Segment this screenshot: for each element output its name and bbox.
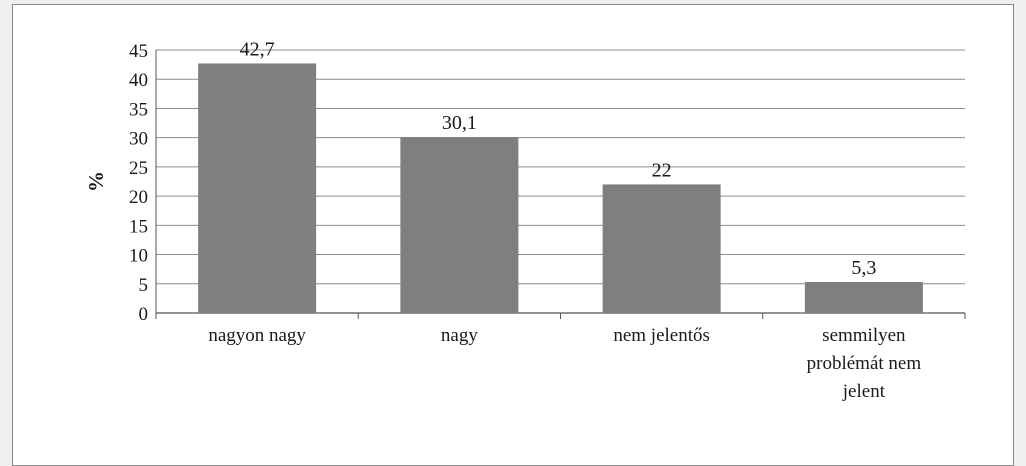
bar-chart: 0 5 10 15 20 25 30 35 40 45% 42,7 nagyon nagy 30,1 na… — [84, 38, 966, 402]
chart-frame: 0 5 10 15 20 25 30 35 40 45% 42,7 nagyon nagy 30,1 na… — [12, 4, 1014, 466]
bar — [602, 184, 721, 313]
x-tick-label-line: semmilyen — [822, 325, 906, 346]
bar — [400, 137, 519, 313]
y-tick-label: 20 — [129, 187, 148, 208]
y-tick-label: 15 — [129, 216, 148, 237]
data-label: 5,3 — [851, 257, 876, 279]
x-tick-label: nagy — [441, 325, 478, 346]
x-tick-label: nagyon nagy — [208, 325, 306, 346]
y-tick-label: 5 — [139, 275, 149, 296]
data-label: 30,1 — [442, 112, 477, 134]
x-tick-label-line: nagyon nagy — [208, 325, 306, 346]
bar — [198, 63, 317, 313]
x-tick-label-line: jelent — [842, 381, 886, 402]
y-tick-label: 35 — [129, 99, 148, 120]
data-label: 42,7 — [240, 38, 275, 60]
x-tick-label: semmilyen problémát nem jelent — [807, 325, 922, 402]
data-label: 22 — [652, 159, 672, 181]
bar — [804, 282, 923, 313]
y-tick-label: 40 — [129, 70, 148, 91]
x-tick-label-line: nem jelentős — [613, 325, 710, 346]
x-tick-label: nem jelentős — [613, 325, 710, 346]
y-tick-label: 30 — [129, 129, 148, 150]
x-tick-label-line: problémát nem — [807, 353, 922, 374]
y-tick-label: 25 — [129, 158, 148, 179]
y-tick-label: 10 — [129, 246, 148, 267]
x-tick-label-line: nagy — [441, 325, 478, 346]
y-tick-label: 0 — [139, 304, 149, 325]
y-tick-label: 45 — [129, 41, 148, 62]
y-axis-title: % — [84, 171, 108, 192]
